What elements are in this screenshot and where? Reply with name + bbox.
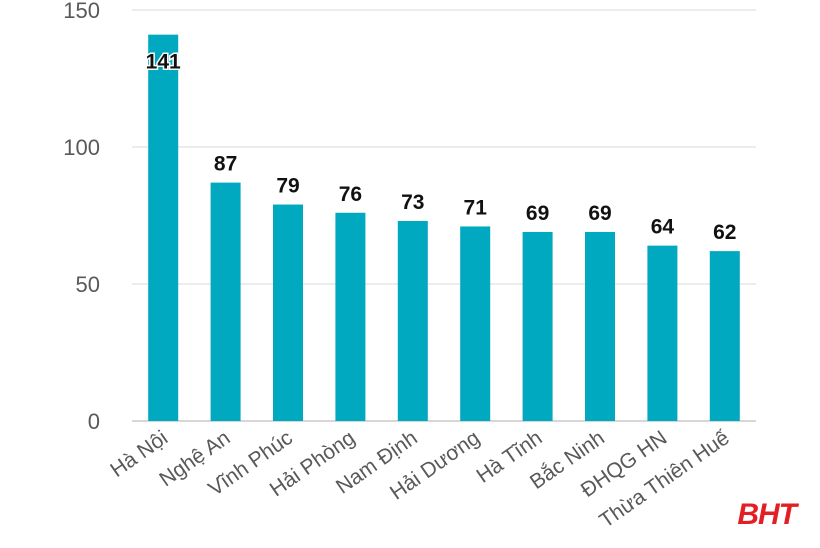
bar <box>709 251 740 421</box>
y-tick-label: 100 <box>63 135 100 160</box>
bar <box>335 212 366 421</box>
bar <box>148 34 179 421</box>
data-label: 73 <box>401 191 424 214</box>
data-label: 62 <box>713 221 736 244</box>
bars <box>148 34 740 421</box>
bar <box>585 231 615 421</box>
data-label: 79 <box>276 175 299 198</box>
bar <box>397 220 428 421</box>
y-tick-label: 50 <box>76 272 100 297</box>
data-label: 87 <box>214 153 237 176</box>
bar <box>210 182 241 421</box>
data-labels: 141 87 79 76 73 71 69 69 64 62 <box>144 49 736 244</box>
bar <box>273 204 303 421</box>
watermark-logo: BHT <box>737 498 797 531</box>
y-tick-label: 0 <box>88 409 100 434</box>
data-label: 69 <box>526 202 549 225</box>
data-label: 76 <box>339 183 362 206</box>
data-label: 71 <box>464 196 488 219</box>
data-label: 141 <box>146 51 181 74</box>
bar <box>460 226 491 421</box>
bar <box>522 231 553 421</box>
y-tick-label: 150 <box>63 0 100 23</box>
data-label: 64 <box>651 216 675 239</box>
data-label: 69 <box>588 202 611 225</box>
bar <box>647 245 678 421</box>
y-axis-ticks: 0 50 100 150 <box>63 0 100 434</box>
